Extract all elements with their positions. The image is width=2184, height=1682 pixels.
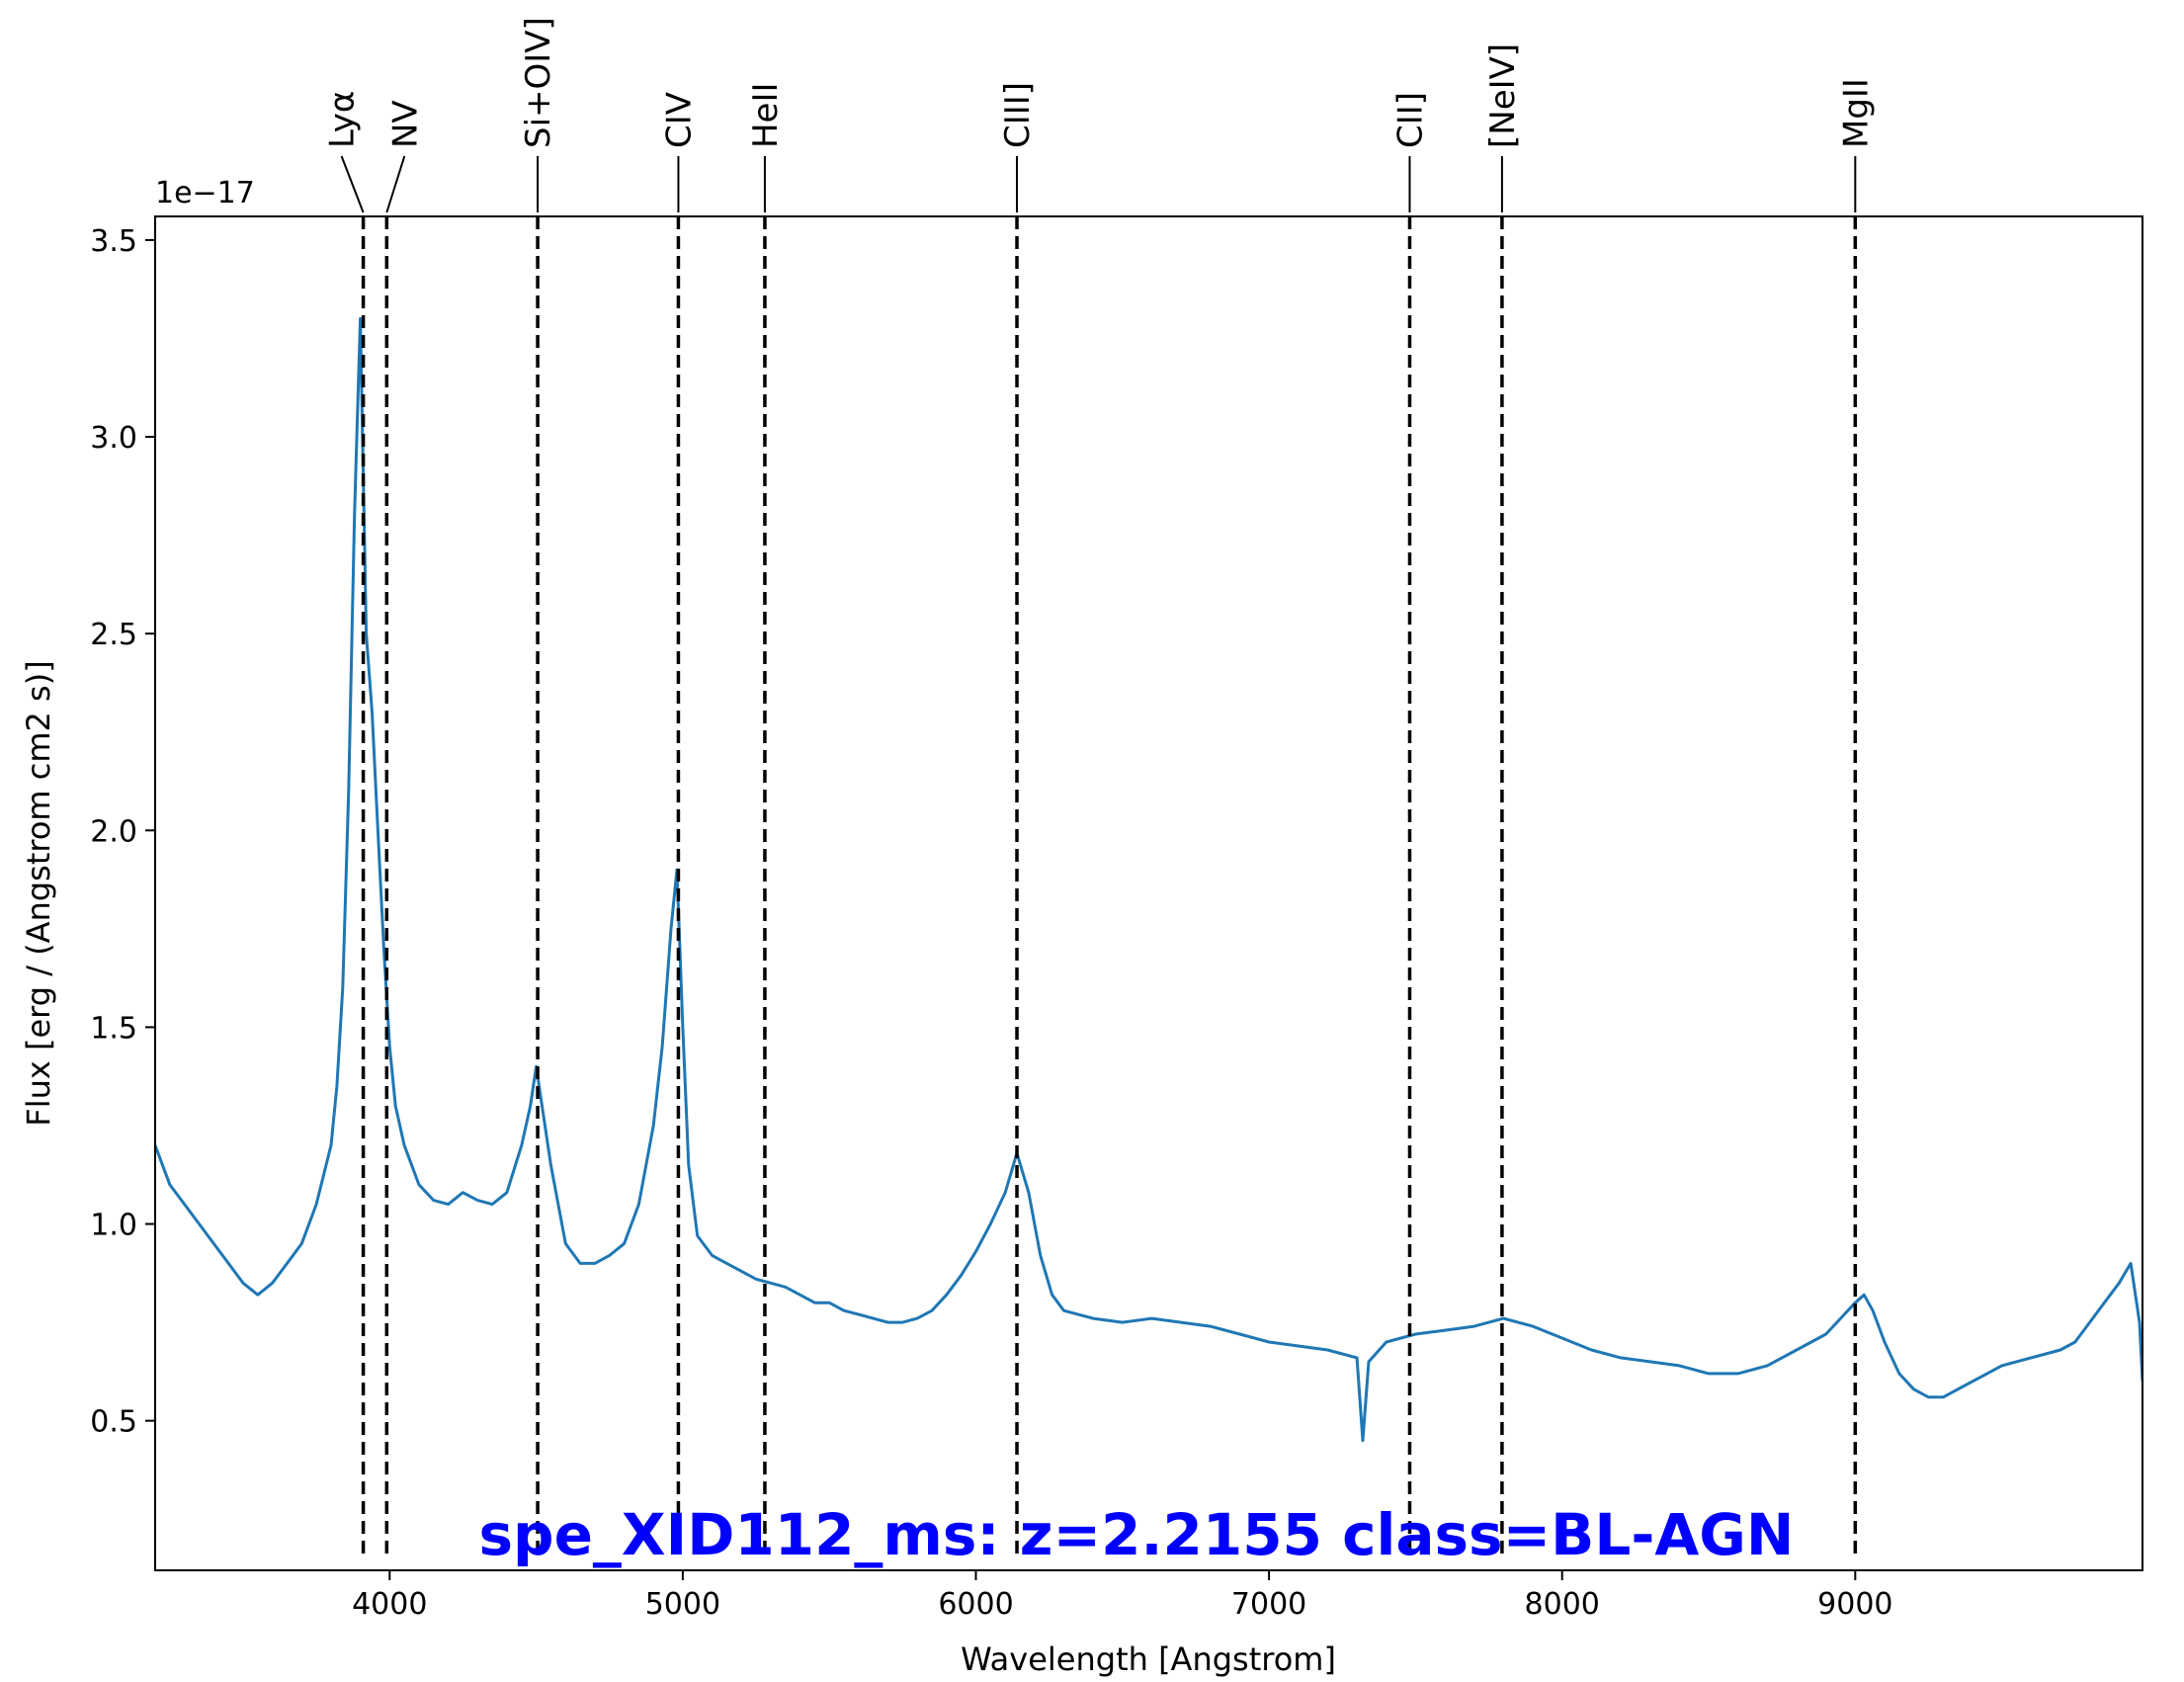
x-ticks: 4000 5000 6000 7000 8000 9000 — [352, 1570, 1893, 1622]
y-tick-label: 1.0 — [90, 1209, 137, 1243]
x-tick-label: 9000 — [1817, 1587, 1892, 1622]
y-scale-label: 1e−17 — [155, 176, 255, 210]
x-tick-label: 5000 — [645, 1587, 720, 1622]
y-tick-label: 3.5 — [90, 224, 137, 259]
emission-line-label: HeII — [746, 82, 786, 148]
emission-line-label: CII] — [1390, 92, 1430, 148]
plot-frame — [154, 215, 2143, 1571]
emission-line-annotations: Lyα NV Si+OIV] CIV HeII CIII] CII] [NeIV] MgII — [323, 17, 1876, 1560]
y-tick-label: 3.0 — [90, 421, 137, 456]
plot-area — [155, 317, 2142, 1443]
emission-line-label: NV — [385, 100, 425, 148]
emission-line-label: Si+OIV] — [519, 17, 558, 148]
chart-title: spe_XID112_ms: z=2.2155 class=BL-AGN — [479, 1501, 1795, 1568]
x-tick-label: 8000 — [1525, 1587, 1600, 1622]
y-tick-label: 0.5 — [90, 1405, 137, 1440]
emission-line-leader — [340, 155, 365, 213]
emission-line-leader — [385, 155, 406, 213]
y-tick-label: 1.5 — [90, 1011, 137, 1046]
x-tick-label: 6000 — [938, 1587, 1013, 1622]
y-tick-label: 2.5 — [90, 618, 137, 652]
x-tick-label: 7000 — [1231, 1587, 1306, 1622]
emission-line-label: Lyα — [323, 91, 363, 148]
emission-line-label: MgII — [1836, 78, 1876, 148]
y-axis-label: Flux [erg / (Angstrom cm2 s)] — [20, 660, 57, 1126]
emission-line-label: CIV — [659, 92, 699, 148]
x-axis-label: Wavelength [Angstrom] — [961, 1640, 1336, 1678]
x-tick-label: 4000 — [352, 1587, 427, 1622]
y-ticks: 0.5 1.0 1.5 2.0 2.5 3.0 3.5 — [90, 224, 155, 1440]
emission-line-label: CIII] — [998, 82, 1038, 148]
y-tick-label: 2.0 — [90, 814, 137, 849]
spectrum-series-line — [155, 317, 2142, 1443]
axes: 4000 5000 6000 7000 8000 9000 0.5 1.0 1.5 2.0 2.5… — [20, 176, 2143, 1678]
emission-line-label: [NeIV] — [1483, 43, 1523, 148]
